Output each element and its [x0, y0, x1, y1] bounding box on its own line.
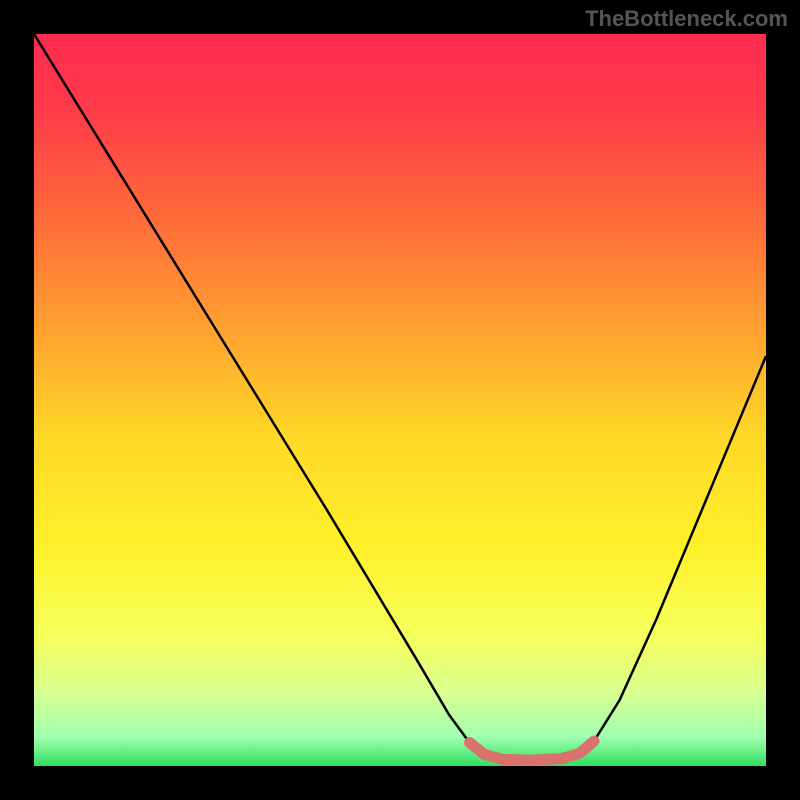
chart-svg — [34, 34, 766, 766]
chart-container: TheBottleneck.com — [0, 0, 800, 800]
watermark-text: TheBottleneck.com — [585, 6, 788, 32]
gradient-background — [34, 34, 766, 766]
plot-area — [34, 34, 766, 766]
